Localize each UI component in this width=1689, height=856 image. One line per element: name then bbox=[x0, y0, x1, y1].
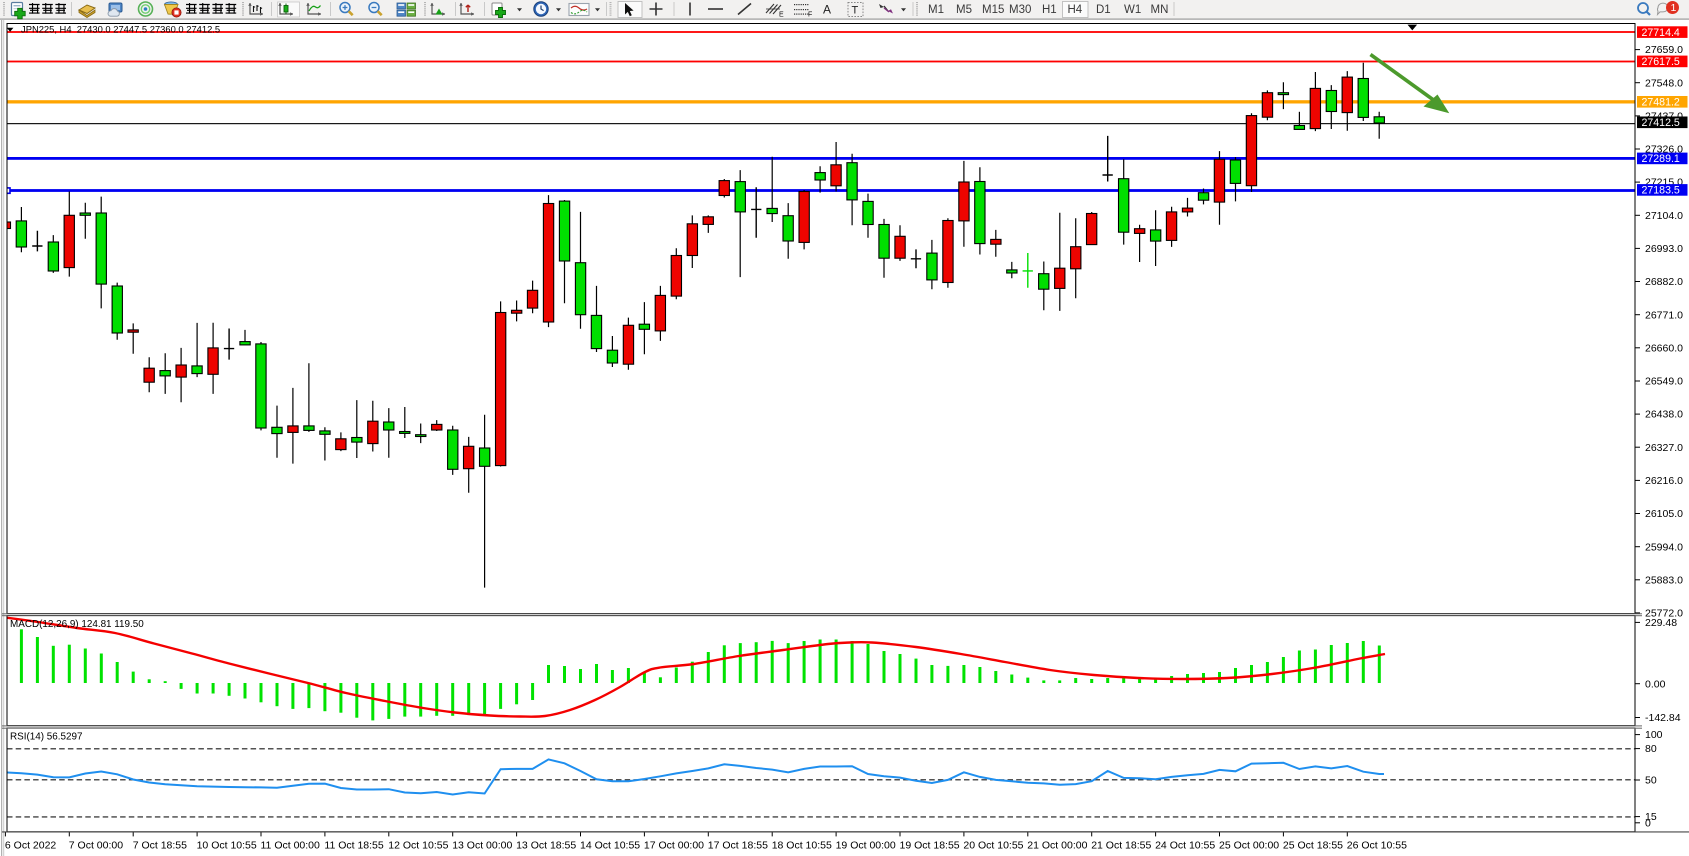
svg-text:27714.4: 27714.4 bbox=[1642, 27, 1680, 39]
svg-text:25 Oct 18:55: 25 Oct 18:55 bbox=[1283, 840, 1343, 852]
svg-text:H4: H4 bbox=[1068, 4, 1083, 16]
svg-text:A: A bbox=[823, 3, 831, 17]
svg-text:M5: M5 bbox=[956, 4, 972, 16]
svg-text:20 Oct 10:55: 20 Oct 10:55 bbox=[963, 840, 1023, 852]
svg-text:15: 15 bbox=[1645, 811, 1657, 823]
svg-text:26993.0: 26993.0 bbox=[1645, 243, 1683, 255]
svg-text:7 Oct 18:55: 7 Oct 18:55 bbox=[133, 840, 187, 852]
svg-text:M30: M30 bbox=[1009, 4, 1031, 16]
svg-text:26 Oct 10:55: 26 Oct 10:55 bbox=[1347, 840, 1407, 852]
svg-text:27104.0: 27104.0 bbox=[1645, 210, 1683, 222]
svg-text:21 Oct 18:55: 21 Oct 18:55 bbox=[1091, 840, 1151, 852]
svg-text:JPN225, H4 27430.0 27447.5 27: JPN225, H4 27430.0 27447.5 27360.0 27412… bbox=[21, 24, 220, 35]
svg-text:6 Oct 2022: 6 Oct 2022 bbox=[5, 840, 57, 852]
svg-text:11 Oct 18:55: 11 Oct 18:55 bbox=[324, 840, 384, 852]
svg-text:27289.1: 27289.1 bbox=[1642, 153, 1680, 165]
svg-text:19 Oct 00:00: 19 Oct 00:00 bbox=[836, 840, 896, 852]
svg-text:D1: D1 bbox=[1096, 4, 1111, 16]
svg-text:80: 80 bbox=[1645, 743, 1657, 755]
svg-text:12 Oct 10:55: 12 Oct 10:55 bbox=[388, 840, 448, 852]
svg-text:24 Oct 10:55: 24 Oct 10:55 bbox=[1155, 840, 1215, 852]
svg-text:26438.0: 26438.0 bbox=[1645, 409, 1683, 421]
svg-text:1: 1 bbox=[1671, 2, 1677, 14]
svg-text:MACD(12,26,9) 124.81 119.50: MACD(12,26,9) 124.81 119.50 bbox=[10, 619, 144, 630]
svg-text:W1: W1 bbox=[1124, 4, 1141, 16]
svg-text:229.48: 229.48 bbox=[1645, 617, 1677, 629]
svg-text:18 Oct 10:55: 18 Oct 10:55 bbox=[772, 840, 832, 852]
svg-text:F: F bbox=[808, 12, 812, 19]
svg-text:11 Oct 00:00: 11 Oct 00:00 bbox=[261, 840, 321, 852]
svg-text:17 Oct 18:55: 17 Oct 18:55 bbox=[708, 840, 768, 852]
svg-text:0: 0 bbox=[1645, 817, 1651, 829]
svg-text:H1: H1 bbox=[1042, 4, 1057, 16]
svg-text:27183.5: 27183.5 bbox=[1642, 185, 1680, 197]
svg-text:-142.84: -142.84 bbox=[1645, 712, 1681, 724]
svg-text:26216.0: 26216.0 bbox=[1645, 475, 1683, 487]
svg-text:RSI(14) 56.5297: RSI(14) 56.5297 bbox=[10, 732, 82, 743]
svg-text:19 Oct 18:55: 19 Oct 18:55 bbox=[900, 840, 960, 852]
svg-text:0.00: 0.00 bbox=[1645, 678, 1666, 690]
svg-text:E: E bbox=[779, 12, 784, 19]
svg-text:27481.2: 27481.2 bbox=[1642, 97, 1680, 109]
svg-text:13 Oct 18:55: 13 Oct 18:55 bbox=[516, 840, 576, 852]
svg-text:17 Oct 00:00: 17 Oct 00:00 bbox=[644, 840, 704, 852]
svg-text:M15: M15 bbox=[982, 4, 1004, 16]
svg-text:26327.0: 26327.0 bbox=[1645, 442, 1683, 454]
svg-text:13 Oct 00:00: 13 Oct 00:00 bbox=[452, 840, 512, 852]
svg-text:26105.0: 26105.0 bbox=[1645, 508, 1683, 520]
svg-text:MN: MN bbox=[1151, 4, 1169, 16]
svg-text:27548.0: 27548.0 bbox=[1645, 77, 1683, 89]
svg-text:7 Oct 00:00: 7 Oct 00:00 bbox=[69, 840, 123, 852]
svg-text:50: 50 bbox=[1645, 775, 1657, 787]
svg-text:10 Oct 10:55: 10 Oct 10:55 bbox=[197, 840, 257, 852]
svg-text:26549.0: 26549.0 bbox=[1645, 376, 1683, 388]
svg-text:27659.0: 27659.0 bbox=[1645, 44, 1683, 56]
svg-text:27412.5: 27412.5 bbox=[1642, 117, 1680, 129]
svg-text:T: T bbox=[852, 5, 859, 17]
svg-text:M1: M1 bbox=[928, 4, 944, 16]
svg-text:26660.0: 26660.0 bbox=[1645, 342, 1683, 354]
svg-text:25883.0: 25883.0 bbox=[1645, 574, 1683, 586]
svg-text:25 Oct 00:00: 25 Oct 00:00 bbox=[1219, 840, 1279, 852]
svg-text:25994.0: 25994.0 bbox=[1645, 541, 1683, 553]
svg-text:21 Oct 00:00: 21 Oct 00:00 bbox=[1027, 840, 1087, 852]
svg-text:14 Oct 10:55: 14 Oct 10:55 bbox=[580, 840, 640, 852]
svg-text:27617.5: 27617.5 bbox=[1642, 56, 1680, 68]
svg-text:100: 100 bbox=[1645, 729, 1663, 741]
svg-text:26882.0: 26882.0 bbox=[1645, 276, 1683, 288]
svg-text:26771.0: 26771.0 bbox=[1645, 309, 1683, 321]
svg-text:25772.0: 25772.0 bbox=[1645, 608, 1683, 620]
